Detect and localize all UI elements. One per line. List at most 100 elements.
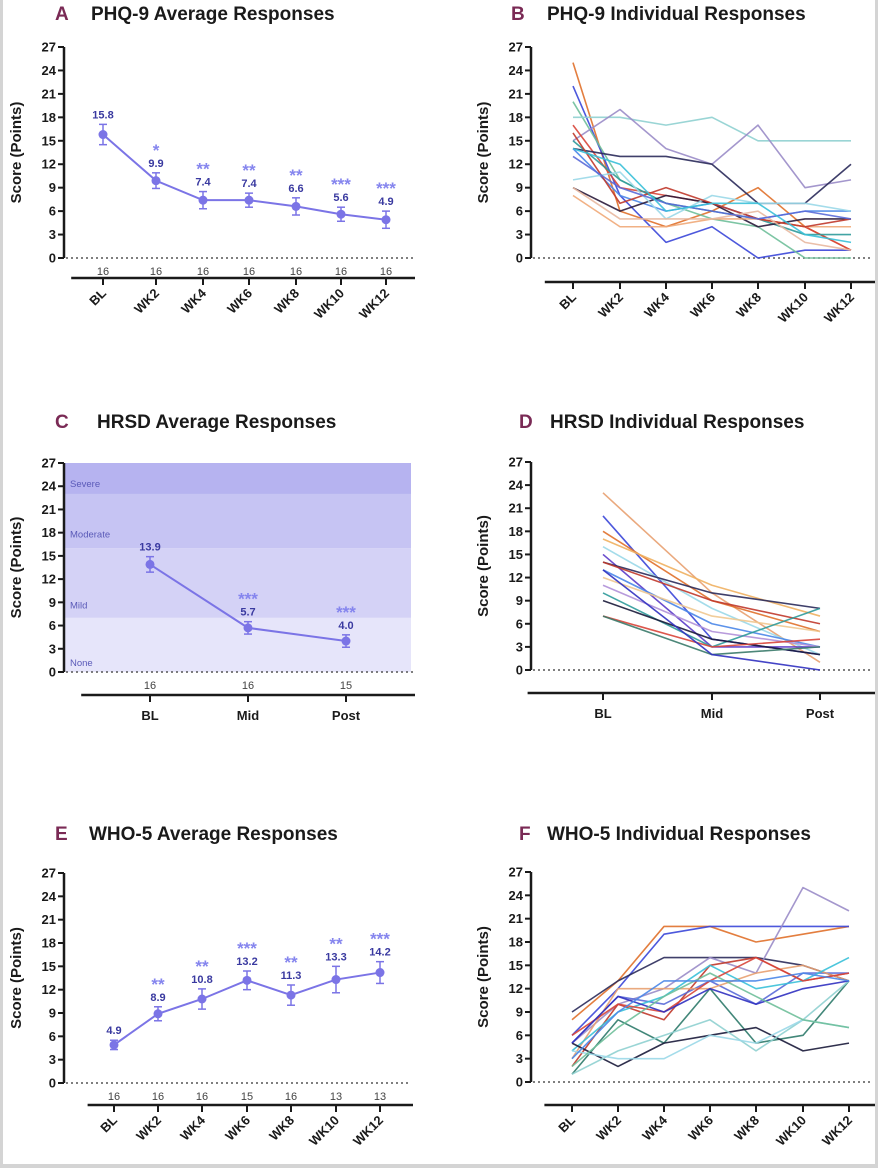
y-tick-label: 18 bbox=[509, 524, 523, 539]
sample-size-label: 16 bbox=[108, 1091, 120, 1103]
significance-marker: ** bbox=[195, 957, 209, 976]
y-tick-label: 0 bbox=[49, 1076, 56, 1091]
mean-point bbox=[197, 994, 207, 1004]
x-tick-label: WK6 bbox=[222, 1113, 253, 1144]
severity-band-mild bbox=[64, 548, 411, 618]
mean-point bbox=[145, 559, 155, 569]
y-tick-label: 15 bbox=[509, 133, 523, 148]
significance-marker: ** bbox=[284, 953, 298, 972]
y-tick-label: 21 bbox=[509, 911, 523, 926]
y-tick-label: 15 bbox=[42, 548, 56, 563]
y-tick-label: 24 bbox=[42, 889, 57, 904]
panel-title: HRSD Individual Responses bbox=[550, 412, 804, 433]
y-tick-label: 27 bbox=[509, 455, 523, 470]
x-tick-label: WK4 bbox=[178, 285, 210, 317]
y-tick-label: 24 bbox=[509, 478, 524, 493]
y-tick-label: 6 bbox=[516, 1028, 523, 1043]
participant-line bbox=[602, 569, 821, 648]
significance-marker: *** bbox=[336, 603, 356, 622]
value-label: 7.4 bbox=[241, 178, 257, 190]
mean-point bbox=[151, 176, 161, 186]
y-tick-label: 21 bbox=[509, 86, 523, 101]
y-tick-label: 3 bbox=[516, 639, 523, 654]
y-tick-label: 6 bbox=[49, 1029, 56, 1044]
y-tick-label: 3 bbox=[49, 227, 56, 242]
panel-letter: B bbox=[511, 4, 525, 25]
value-label: 13.2 bbox=[236, 956, 257, 968]
x-tick-label: Post bbox=[806, 706, 835, 721]
panel-title: PHQ-9 Average Responses bbox=[91, 4, 335, 25]
panel-e: E WHO-5 Average Responses 0 3 6 9 12 15 18 21 24 27… bbox=[8, 824, 413, 1149]
sample-size-label: 15 bbox=[241, 1091, 253, 1103]
mean-point bbox=[109, 1040, 119, 1050]
participant-line bbox=[602, 569, 821, 671]
y-tick-label: 0 bbox=[516, 663, 523, 678]
y-tick-label: 9 bbox=[49, 180, 56, 195]
x-tick-label: WK2 bbox=[593, 1113, 624, 1144]
severity-band-label: Mild bbox=[70, 601, 87, 612]
participant-line bbox=[571, 1026, 850, 1068]
sample-size-label: 16 bbox=[285, 1091, 297, 1103]
sample-size-label: 13 bbox=[374, 1091, 386, 1103]
value-label: 10.8 bbox=[191, 974, 212, 986]
y-axis-label: Score (Points) bbox=[8, 927, 25, 1029]
significance-marker: * bbox=[153, 141, 160, 160]
significance-marker: ** bbox=[242, 161, 256, 180]
value-label: 5.6 bbox=[333, 192, 348, 204]
significance-marker: *** bbox=[376, 179, 396, 198]
x-tick-label: WK2 bbox=[595, 290, 626, 321]
y-tick-label: 27 bbox=[42, 456, 56, 471]
mean-point bbox=[341, 636, 351, 646]
y-tick-label: 27 bbox=[42, 866, 56, 881]
panel-letter: F bbox=[519, 824, 531, 845]
mean-point bbox=[242, 975, 252, 985]
y-tick-label: 0 bbox=[516, 251, 523, 266]
y-tick-label: 15 bbox=[509, 547, 523, 562]
mean-point bbox=[243, 623, 253, 633]
x-tick-label: WK12 bbox=[821, 290, 857, 326]
mean-point bbox=[381, 215, 391, 225]
x-tick-label: WK4 bbox=[641, 289, 673, 321]
participant-line bbox=[602, 576, 821, 633]
sample-size-label: 16 bbox=[335, 266, 347, 278]
panel-title: HRSD Average Responses bbox=[97, 412, 336, 433]
x-tick-label: WK12 bbox=[819, 1113, 855, 1149]
x-tick-label: WK10 bbox=[311, 286, 347, 322]
panel-a: A PHQ-9 Average Responses 0 3 6 9 12 15 18 21 24 27… bbox=[8, 4, 415, 322]
sample-size-label: 15 bbox=[340, 680, 352, 692]
x-tick-label: WK6 bbox=[685, 1113, 716, 1144]
panel-title: WHO-5 Individual Responses bbox=[547, 824, 811, 845]
y-axis-label: Score (Points) bbox=[475, 102, 492, 204]
y-tick-label: 24 bbox=[509, 63, 524, 78]
panel-f: F WHO-5 Individual Responses 0 3 6 9 12 15 18 21 2… bbox=[475, 824, 875, 1149]
sample-size-label: 16 bbox=[290, 266, 302, 278]
value-label: 14.2 bbox=[369, 947, 390, 959]
mean-point bbox=[286, 990, 296, 1000]
y-tick-label: 12 bbox=[42, 982, 56, 997]
y-tick-label: 6 bbox=[49, 204, 56, 219]
y-tick-label: 15 bbox=[42, 959, 56, 974]
x-tick-label: WK8 bbox=[271, 286, 302, 317]
sample-size-label: 16 bbox=[243, 266, 255, 278]
significance-marker: ** bbox=[329, 934, 343, 953]
y-tick-label: 27 bbox=[509, 40, 523, 55]
mean-point bbox=[98, 130, 108, 140]
y-tick-label: 18 bbox=[42, 936, 56, 951]
y-tick-label: 9 bbox=[49, 1006, 56, 1021]
y-tick-label: 3 bbox=[49, 1052, 56, 1067]
participant-line bbox=[572, 171, 852, 220]
sample-size-label: 16 bbox=[196, 1091, 208, 1103]
panel-letter: D bbox=[519, 412, 533, 433]
y-tick-label: 18 bbox=[42, 525, 56, 540]
x-tick-label: Mid bbox=[701, 706, 723, 721]
value-label: 15.8 bbox=[92, 109, 113, 121]
y-axis-label: Score (Points) bbox=[475, 926, 492, 1028]
x-tick-label: WK10 bbox=[306, 1113, 342, 1149]
sample-size-label: 16 bbox=[197, 266, 209, 278]
y-axis-label: Score (Points) bbox=[475, 515, 492, 617]
y-tick-label: 6 bbox=[49, 618, 56, 633]
sample-size-label: 16 bbox=[97, 266, 109, 278]
sample-size-label: 16 bbox=[242, 680, 254, 692]
significance-marker: ** bbox=[196, 160, 210, 179]
x-tick-label: WK12 bbox=[356, 286, 392, 322]
